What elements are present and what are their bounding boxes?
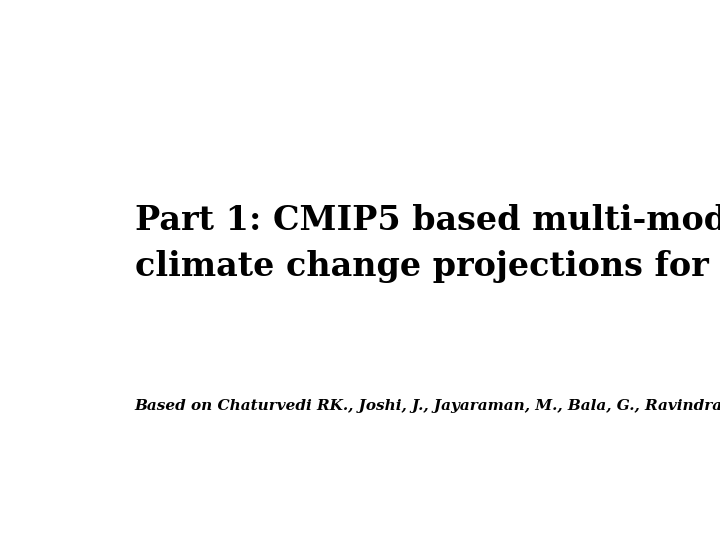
Text: Based on Chaturvedi RK., Joshi, J., Jayaraman, M., Bala, G., Ravindranath, N.H (: Based on Chaturvedi RK., Joshi, J., Jaya…: [135, 399, 720, 413]
Text: Part 1: CMIP5 based multi-model
climate change projections for India: Part 1: CMIP5 based multi-model climate …: [135, 204, 720, 283]
